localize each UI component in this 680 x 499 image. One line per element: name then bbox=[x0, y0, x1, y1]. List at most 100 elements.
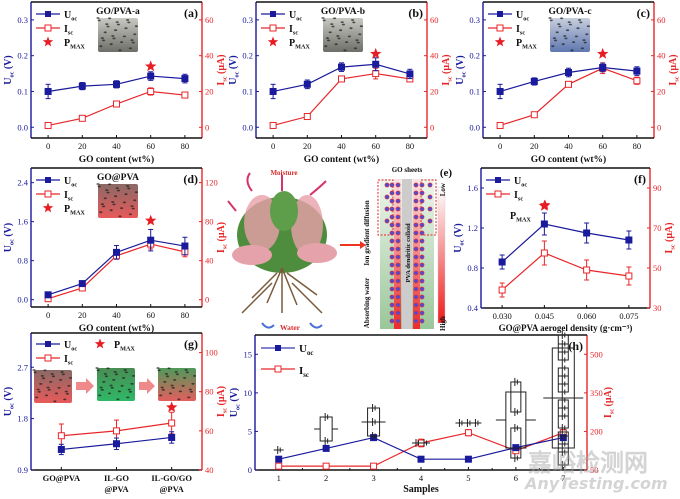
aerogel-inset-image-pore bbox=[115, 187, 119, 189]
aerogel-inset-il-go-pva-pore bbox=[95, 367, 99, 369]
aerogel-inset-image-pore bbox=[122, 201, 126, 204]
x-tick-label: 80 bbox=[181, 310, 190, 320]
legend-pmax-star bbox=[494, 36, 506, 47]
ion-dot bbox=[419, 302, 425, 308]
aerogel-inset-image-pore bbox=[337, 37, 341, 40]
y-right-axis-label-text: Isc (μA) bbox=[216, 386, 229, 417]
x-tick-label: 40 bbox=[112, 141, 121, 151]
ion-dot bbox=[413, 310, 419, 316]
aerogel-inset-image-pore bbox=[108, 183, 112, 186]
y-right-tick-label: 40 bbox=[205, 465, 214, 475]
x-tick-label: @PVA bbox=[160, 484, 185, 494]
legend-isc-marker bbox=[274, 365, 282, 373]
x-tick-label: 80 bbox=[406, 141, 415, 151]
legend-isc-marker bbox=[44, 24, 52, 32]
x-axis-label: GO content (wt%) bbox=[79, 154, 154, 165]
y-right-tick-label: 80 bbox=[205, 217, 214, 227]
aerogel-inset-image-pore bbox=[115, 21, 119, 23]
aerogel-inset-image-pore bbox=[322, 19, 326, 22]
aerogel-inset-image-pore bbox=[330, 23, 334, 25]
circuit-box bbox=[319, 416, 333, 442]
isc-point bbox=[57, 432, 65, 440]
x-tick-label: 0 bbox=[271, 141, 275, 151]
y-left-tick-label: 0.8 bbox=[17, 256, 28, 266]
y-right-axis-label: Isc (μA) bbox=[216, 54, 229, 85]
aerogel-inset-image-pore bbox=[568, 23, 572, 26]
ion-dot bbox=[389, 254, 395, 260]
y-right-tick-label: 500 bbox=[590, 349, 603, 359]
aerogel-inset-il-go-go-pva-pore bbox=[187, 396, 191, 399]
aerogel-inset-image-pore bbox=[554, 39, 558, 42]
isc-point bbox=[583, 266, 591, 274]
legend-uoc-label: Uoc bbox=[516, 10, 529, 23]
aerogel-inset-image-pore bbox=[111, 35, 115, 37]
aerogel-inset-il-go-go-pva-pore bbox=[188, 388, 192, 391]
aerogel-inset-image-pore bbox=[574, 35, 578, 38]
aerogel-inset-il-go-pva-pore bbox=[114, 373, 118, 376]
legend-isc-marker bbox=[269, 24, 277, 32]
y-right-tick-label: 20 bbox=[657, 86, 666, 96]
aerogel-inset-image-pore bbox=[116, 189, 120, 192]
aerogel-inset-image-pore bbox=[327, 39, 331, 42]
ion-dot bbox=[413, 206, 419, 212]
go-sheets-label: GO sheets bbox=[392, 166, 423, 174]
uoc-point bbox=[303, 80, 311, 88]
aerogel-inset-il-go-pva-pore bbox=[104, 375, 109, 378]
aerogel-inset-il-go-pva-pore bbox=[128, 390, 132, 393]
ion-gradient-label: Ion gradient diffusion bbox=[363, 200, 371, 265]
aerogel-inset-il-go-pva-pore bbox=[107, 392, 112, 395]
aerogel-inset-image-pore bbox=[572, 41, 576, 43]
aerogel-inset-image-pore bbox=[118, 49, 122, 52]
x-tick-label: 0.075 bbox=[619, 311, 638, 321]
ion-dot bbox=[389, 214, 395, 220]
aerogel-inset-go-pva-pore bbox=[49, 381, 53, 383]
y-left-tick-label: 0.3 bbox=[469, 15, 480, 25]
isc-point bbox=[372, 70, 380, 78]
y-left-tick-label: 0.0 bbox=[242, 122, 253, 132]
aerogel-inset-il-go-go-pva-pore bbox=[175, 373, 179, 376]
aerogel-inset-image-pore bbox=[576, 27, 580, 30]
y-left-tick-label: 0.0 bbox=[17, 295, 28, 305]
aerogel-inset-image-pore bbox=[114, 195, 118, 198]
legend-pmax-label: PMAX bbox=[510, 211, 531, 224]
x-tick-label: 4 bbox=[419, 473, 424, 483]
y-left-axis-label: Uoc (V) bbox=[455, 55, 468, 84]
ion-dot bbox=[389, 310, 395, 316]
ion-dot bbox=[419, 278, 425, 284]
aerogel-inset-image-pore bbox=[356, 41, 360, 44]
uoc-point bbox=[530, 77, 538, 85]
y-left-tick-label: 0.1 bbox=[242, 86, 253, 96]
uoc-point bbox=[78, 82, 86, 90]
aerogel-inset-il-go-go-pva-pore bbox=[185, 371, 189, 374]
ion-dot bbox=[413, 270, 419, 276]
aerogel-inset-image-pore bbox=[579, 21, 583, 24]
x-tick-label: 60 bbox=[146, 310, 155, 320]
x-tick-label: 0.030 bbox=[493, 311, 512, 321]
y-left-axis-label-text: Uoc (V) bbox=[3, 387, 16, 416]
pva-colloid-label: PVA dendritic colloid bbox=[405, 223, 412, 282]
aerogel-inset-il-go-go-pva-pore bbox=[157, 369, 161, 372]
ion-dot bbox=[395, 278, 401, 284]
aerogel-inset-image-pore bbox=[126, 185, 130, 187]
ion-dot bbox=[413, 278, 419, 284]
uoc-point bbox=[269, 87, 277, 95]
legend-uoc-marker bbox=[497, 11, 503, 17]
legend-uoc-marker bbox=[45, 177, 51, 183]
transition-arrow-icon bbox=[76, 378, 94, 394]
aerogel-inset-il-go-pva-pore bbox=[109, 384, 113, 387]
aerogel-inset-image-pore bbox=[352, 21, 356, 24]
ion-dot bbox=[427, 206, 433, 212]
aerogel-inset-image-pore bbox=[128, 47, 132, 50]
y-right-axis-label: Isc (μA) bbox=[216, 386, 229, 417]
y-left-axis-label: Uoc (V) bbox=[229, 388, 242, 417]
inset-title: GO/PVA-b bbox=[321, 7, 365, 17]
y-left-tick-label: 0.0 bbox=[17, 122, 28, 132]
uoc-point bbox=[168, 433, 176, 441]
x-tick-label: 40 bbox=[337, 141, 346, 151]
aerogel-inset-go-pva-body bbox=[34, 370, 72, 403]
aerogel-inset-image-pore bbox=[100, 37, 104, 39]
aerogel-inset-il-go-pva-pore bbox=[120, 384, 124, 387]
x-tick-label: 40 bbox=[564, 141, 573, 151]
ion-dot bbox=[395, 270, 401, 276]
aerogel-inset-image-pore bbox=[583, 41, 587, 44]
